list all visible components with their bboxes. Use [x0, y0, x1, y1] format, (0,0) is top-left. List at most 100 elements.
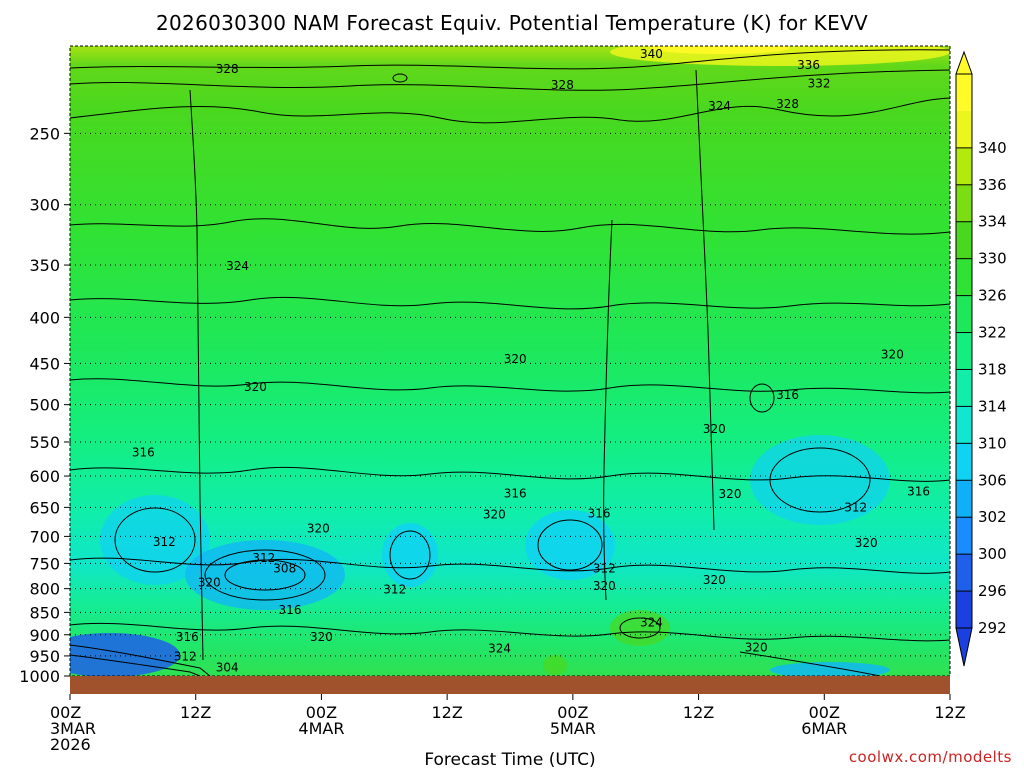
colorbar-segment	[956, 295, 972, 333]
cold-pocket-shading	[70, 633, 180, 676]
y-tick-label: 800	[29, 580, 60, 599]
x-tick-label: 2026	[50, 735, 91, 754]
colorbar-segment	[956, 74, 972, 111]
colorbar-level-label: 310	[978, 434, 1007, 452]
contour-label: 320	[881, 348, 904, 362]
colorbar-level-label: 292	[978, 619, 1007, 637]
contour-label: 312	[174, 650, 197, 664]
contour-label: 316	[504, 486, 527, 500]
contour-line	[70, 49, 950, 70]
x-tick-label: 5MAR	[550, 719, 596, 738]
contour-label: 316	[907, 484, 930, 498]
contour-label: 320	[593, 579, 616, 593]
colorbar-segment	[956, 517, 972, 555]
x-tick-label: 12Z	[431, 703, 462, 722]
contour-line	[70, 622, 950, 642]
colorbar-level-label: 302	[978, 508, 1007, 526]
contour-label: 312	[252, 551, 275, 565]
colorbar-segment	[956, 443, 972, 481]
warm-top-shading	[650, 46, 790, 54]
x-tick-label: 4MAR	[298, 719, 344, 738]
anomaly-layer	[70, 46, 950, 676]
credit-text: coolwx.com/modelts	[849, 748, 1012, 766]
x-tick-label: 12Z	[934, 703, 965, 722]
contour-label: 316	[279, 603, 302, 617]
x-tick-label: 00Z	[50, 703, 81, 722]
contour-line	[70, 644, 211, 676]
y-tick-label: 400	[29, 308, 60, 327]
colorbar-level-label: 306	[978, 471, 1007, 489]
contour-label: 312	[383, 583, 406, 597]
contour-label: 304	[216, 660, 239, 674]
contour-ring	[769, 447, 871, 513]
colorbar-segment	[956, 184, 972, 222]
y-tick-label: 550	[29, 433, 60, 452]
y-tick-label: 1000	[19, 667, 60, 686]
contour-line	[739, 651, 881, 676]
colorbar-bottom-arrow	[955, 627, 973, 667]
x-tick-label: 12Z	[180, 703, 211, 722]
contour-label: 312	[844, 500, 867, 514]
warm-patch-shading	[610, 610, 670, 646]
colorbar-segment	[956, 554, 972, 592]
x-tick-label: 00Z	[557, 703, 588, 722]
colorbar-segment	[956, 258, 972, 296]
contour-line	[70, 296, 950, 310]
contour-label: 320	[703, 573, 726, 587]
cold-pocket-shading	[100, 495, 210, 585]
colorbar-level-label: 314	[978, 397, 1007, 415]
contour-ring	[749, 383, 775, 413]
chart-title: 2026030300 NAM Forecast Equiv. Potential…	[156, 11, 868, 35]
colorbar-segment	[956, 332, 972, 370]
y-tick-label: 450	[29, 354, 60, 373]
colorbar-level-label: 300	[978, 545, 1007, 563]
contour-label: 312	[593, 562, 616, 576]
contour-label: 320	[198, 576, 221, 590]
contour-line	[603, 219, 613, 601]
colorbar-segment	[956, 406, 972, 444]
x-tick-label: 00Z	[809, 703, 840, 722]
contour-ring	[619, 617, 661, 639]
contour-label: 320	[307, 521, 330, 535]
contour-label: 320	[504, 352, 527, 366]
x-tick-label: 00Z	[306, 703, 337, 722]
y-tick-label: 950	[29, 647, 60, 666]
contour-ring	[204, 549, 326, 601]
contour-label: 320	[703, 422, 726, 436]
contour-label: 320	[310, 630, 333, 644]
colorbar-level-label: 326	[978, 287, 1007, 305]
contour-label: 316	[776, 388, 799, 402]
x-tick-label: 3MAR	[50, 719, 96, 738]
contour-line	[695, 69, 715, 531]
contour-label: 316	[176, 630, 199, 644]
contour-line	[70, 69, 950, 91]
contour-label: 308	[273, 562, 296, 576]
contour-label: 316	[132, 446, 155, 460]
contour-label: 332	[808, 76, 831, 90]
colorbar-level-label: 322	[978, 324, 1007, 342]
y-tick-label: 300	[29, 196, 60, 215]
colorbar-segment	[956, 221, 972, 259]
y-axis: 250 300 350 400 450 500 550 600 650 700 750 800 850 9…	[19, 124, 70, 686]
contour-line	[70, 97, 950, 124]
contour-label: 316	[588, 506, 611, 520]
contour-label: 320	[855, 536, 878, 550]
colorbar-segment	[956, 591, 972, 628]
contour-label: 340	[640, 47, 663, 61]
warm-patch-shading	[543, 655, 567, 675]
y-tick-label: 850	[29, 603, 60, 622]
x-tick-label: 6MAR	[801, 719, 847, 738]
contour-ring	[537, 519, 603, 571]
contour-label: 328	[551, 78, 574, 92]
contour-label: 324	[226, 259, 249, 273]
colorbar-segment	[956, 480, 972, 518]
contour-label: 324	[488, 641, 511, 655]
cold-pocket-shading	[382, 523, 438, 587]
contour-label: 324	[640, 615, 663, 629]
y-tick-label: 250	[29, 124, 60, 143]
colorbar: 292 296 300 302 306 310 314 318 322 326 330 334 336 3…	[955, 50, 1007, 667]
gridlines	[70, 132, 950, 657]
colorbar-segment	[956, 369, 972, 407]
y-tick-label: 900	[29, 626, 60, 645]
